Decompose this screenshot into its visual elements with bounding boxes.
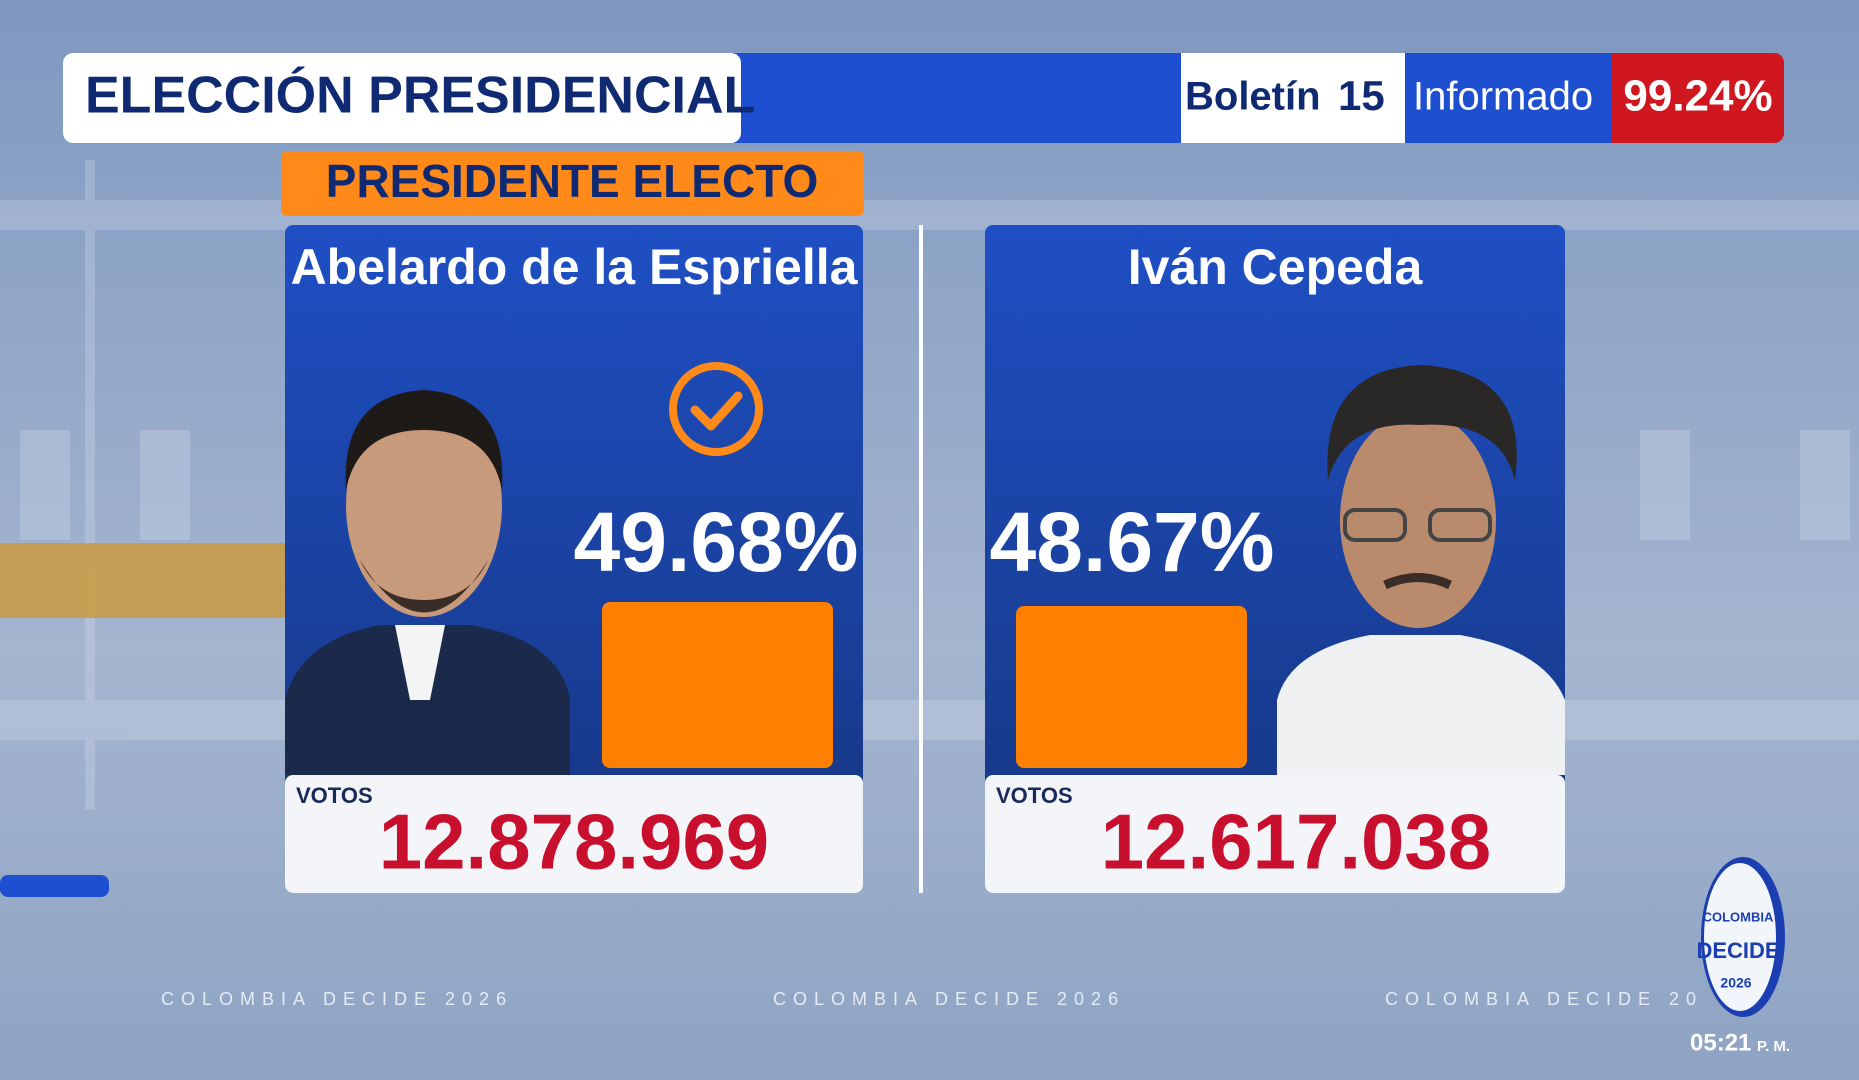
logo: COLOMBIA DECIDE 2026 xyxy=(1696,857,1785,1017)
votes-panel xyxy=(985,775,1565,893)
bulletin-label: Boletín xyxy=(1185,75,1321,119)
reported-box xyxy=(1612,53,1784,143)
footer-text: COLOMBIA DECIDE 20 xyxy=(1385,989,1703,1009)
winner-check xyxy=(669,362,763,456)
candidate-name: Iván Cepeda xyxy=(1128,239,1424,295)
clock-meridiem: P. M. xyxy=(1757,1038,1790,1055)
footer-text: COLOMBIA DECIDE 2026 xyxy=(773,989,1125,1009)
votes-label: VOTOS xyxy=(996,783,1073,808)
candidate-votes: 12.617.038 xyxy=(1101,798,1491,886)
candidate-votes: 12.878.969 xyxy=(379,798,769,886)
winner-check-mark xyxy=(690,391,743,431)
side-band xyxy=(0,543,285,618)
candidate-photo xyxy=(1277,365,1565,775)
candidate-percent: 48.67% xyxy=(990,495,1275,589)
footer-text: COLOMBIA DECIDE 2026 xyxy=(161,989,513,1009)
reported-box-edge xyxy=(1612,53,1632,143)
percent-block xyxy=(602,602,833,768)
winner-badge-text: PRESIDENTE ELECTO xyxy=(326,155,818,207)
candidate-photo xyxy=(285,390,570,775)
candidate-card: Abelardo de la Espriella 49.68% VOTOS 12… xyxy=(285,225,863,893)
logo-text: DECIDE xyxy=(1696,938,1779,963)
reported-value: 99.24% xyxy=(1623,72,1772,121)
logo-text: COLOMBIA xyxy=(1703,909,1774,924)
header-title: ELECCIÓN PRESIDENCIAL xyxy=(85,67,755,125)
bulletin-box xyxy=(1181,53,1405,143)
side-band xyxy=(0,875,109,897)
winner-badge xyxy=(281,151,864,216)
candidate-percent: 49.68% xyxy=(574,495,859,589)
reported-label: Informado xyxy=(1413,75,1593,119)
votes-label: VOTOS xyxy=(296,783,373,808)
candidate-name: Abelardo de la Espriella xyxy=(291,239,859,295)
bulletin-number: 15 xyxy=(1338,72,1385,119)
percent-block xyxy=(1016,606,1247,768)
votes-panel xyxy=(285,775,863,893)
logo-text: 2026 xyxy=(1720,975,1751,991)
candidate-card: Iván Cepeda 48.67% VOTOS 12.617.038 xyxy=(985,225,1565,893)
header-title-box xyxy=(63,53,741,143)
clock-time: 05:21 xyxy=(1690,1029,1751,1056)
